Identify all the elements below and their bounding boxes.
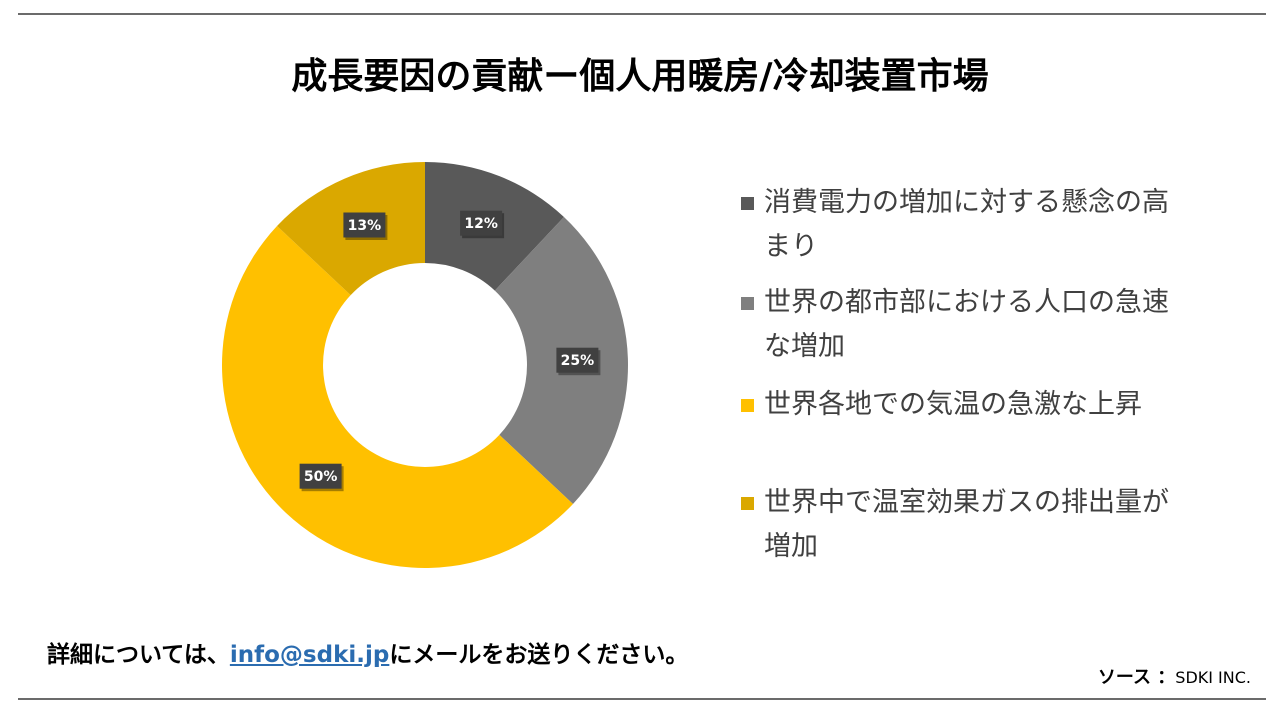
legend-label: 世界各地での気温の急激な上昇 <box>764 389 1142 420</box>
legend-swatch <box>741 399 754 412</box>
data-label-1: 12% <box>460 210 505 239</box>
contact-email-link[interactable]: info@sdki.jp <box>229 642 390 668</box>
data-label-box <box>299 463 342 489</box>
data-label-3: 50% <box>299 463 344 492</box>
source-credit: ソース ：SDKI INC. <box>1098 665 1251 691</box>
data-label-4: 13% <box>343 212 388 240</box>
chart-title: 成長要因の貢献ー個人用暖房/冷却装置市場 <box>291 56 989 97</box>
bottom-divider <box>18 698 1266 700</box>
legend-label: 世界中で温室効果ガスの排出量が増加 <box>764 487 1169 562</box>
data-label-box <box>343 212 386 238</box>
legend-label: 消費電力の増加に対する懸念の高まり <box>764 187 1169 262</box>
data-label-box <box>460 210 503 236</box>
data-label-text: 50% <box>304 469 338 485</box>
contact-prefix: 詳細については、 <box>47 642 230 668</box>
contact-note: 詳細については、info@sdki.jpにメールをお送りください。 <box>47 640 688 670</box>
source-name: SDKI INC. <box>1175 668 1251 687</box>
legend-swatch <box>741 497 754 510</box>
data-label-text: 12% <box>464 216 498 232</box>
data-label-text: 13% <box>348 218 382 234</box>
chart-legend: 消費電力の増加に対する懸念の高まり 世界の都市部における人口の急速な増加 世界各… <box>741 0 1191 720</box>
data-label-text: 25% <box>561 353 595 369</box>
source-label: ソース ： <box>1097 667 1176 688</box>
legend-swatch <box>741 297 754 310</box>
data-label-box <box>556 347 599 373</box>
contact-suffix: にメールをお送りください。 <box>389 642 689 668</box>
data-label-2: 25% <box>556 347 601 376</box>
legend-label: 世界の都市部における人口の急速な増加 <box>764 287 1169 362</box>
top-divider <box>18 13 1266 15</box>
legend-swatch <box>741 197 754 210</box>
donut-chart: 12% 25% 50% 13% <box>222 162 628 568</box>
